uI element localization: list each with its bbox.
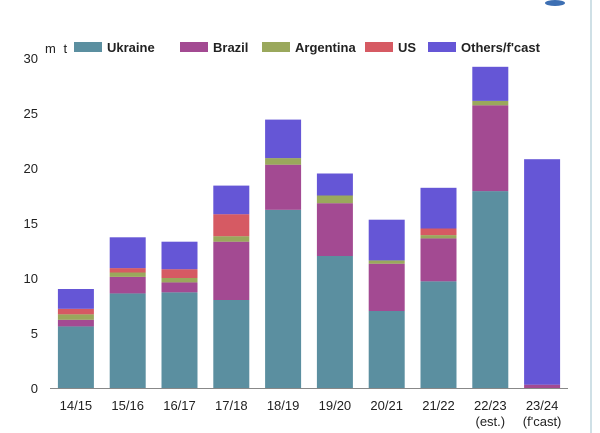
bar-segment (57, 326, 94, 388)
y-tick-label: 0 (31, 381, 38, 396)
bar-segment (316, 256, 353, 388)
x-tick-label: 20/21 (370, 398, 403, 413)
bar-segment (109, 276, 146, 294)
bar-segment (368, 263, 405, 311)
legend: Ukraine Brazil Argentina US Others/f'cast (74, 40, 541, 55)
bar-segment (368, 219, 405, 261)
x-tick-label: 23/24 (526, 398, 559, 413)
bar-segment (161, 282, 198, 293)
legend-swatch (262, 42, 290, 52)
bar-segment (420, 235, 457, 239)
bar-segment (420, 281, 457, 388)
bar-segment (161, 241, 198, 270)
bar-segment (109, 293, 146, 388)
bar-segment (420, 238, 457, 282)
x-tick-label: 21/22 (422, 398, 455, 413)
bar-segment (161, 278, 198, 283)
bar-segment (109, 268, 146, 273)
bar-segment (472, 191, 509, 388)
bar-segment (265, 209, 302, 388)
y-tick-label: 5 (31, 326, 38, 341)
bar-segment (420, 187, 457, 229)
bar-segment (472, 105, 509, 192)
bar-segment (213, 236, 250, 242)
bar-segment (109, 272, 146, 277)
x-tick-label: 18/19 (267, 398, 300, 413)
x-tick-label: 16/17 (163, 398, 196, 413)
bar-segment (472, 66, 509, 101)
legend-label: US (398, 40, 416, 55)
y-tick-label: 10 (24, 271, 38, 286)
x-tick-sublabel: (est.) (475, 414, 505, 429)
y-tick-label: 20 (24, 161, 38, 176)
legend-label: Brazil (213, 40, 248, 55)
bar-segment (57, 308, 94, 315)
bar-segment (524, 384, 561, 388)
legend-swatch (365, 42, 393, 52)
x-tick-label: 14/15 (60, 398, 93, 413)
x-tick-label: 19/20 (319, 398, 352, 413)
y-tick-label: 15 (24, 216, 38, 231)
x-axis: 14/15 15/16 16/17 17/18 18/19 19/20 20/21 21/22… (50, 388, 568, 429)
x-tick-label: 22/23 (474, 398, 507, 413)
y-tick-label: 30 (24, 51, 38, 66)
x-tick-label: 17/18 (215, 398, 248, 413)
bar-segment (316, 203, 353, 256)
bar-segment (57, 319, 94, 327)
bar-segment (161, 292, 198, 388)
bar-segment (265, 119, 302, 159)
legend-swatch (428, 42, 456, 52)
x-tick-sublabel: (f'cast) (523, 414, 562, 429)
bar-segment (213, 214, 250, 237)
legend-label: Argentina (295, 40, 356, 55)
y-axis: 0 5 10 15 20 25 30 (24, 51, 38, 396)
legend-swatch (74, 42, 102, 52)
bar-segment (57, 289, 94, 309)
bar-segment (213, 185, 250, 215)
bar-segment (420, 228, 457, 236)
bar-segment (472, 100, 509, 106)
bar-segment (161, 269, 198, 278)
legend-swatch (180, 42, 208, 52)
bars (57, 66, 561, 388)
legend-label: Others/f'cast (461, 40, 541, 55)
bar-segment (368, 311, 405, 388)
y-tick-label: 25 (24, 106, 38, 121)
bar-segment (265, 158, 302, 165)
igc-logo (545, 0, 565, 6)
bar-segment (316, 173, 353, 196)
x-tick-label: 15/16 (111, 398, 144, 413)
bar-segment (213, 241, 250, 300)
bar-segment (524, 159, 561, 385)
bar-segment (57, 314, 94, 320)
bar-segment (213, 300, 250, 388)
bar-segment (368, 260, 405, 264)
bar-segment (109, 237, 146, 269)
legend-label: Ukraine (107, 40, 155, 55)
bar-segment (316, 195, 353, 204)
bar-segment (265, 164, 302, 210)
y-axis-unit-label: m t (45, 41, 69, 56)
